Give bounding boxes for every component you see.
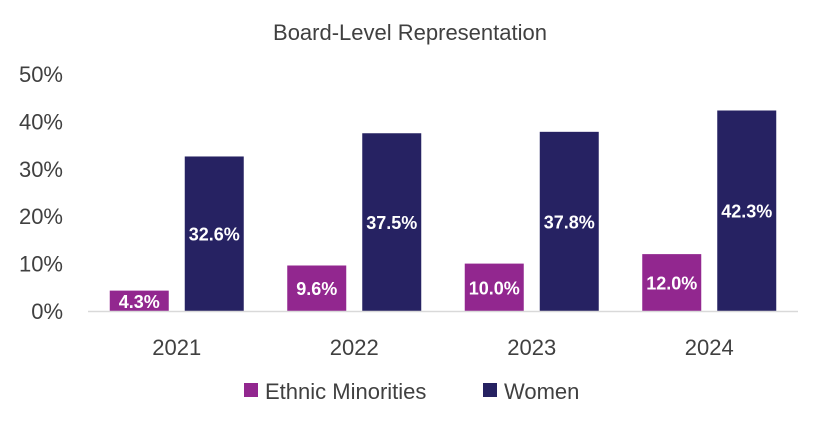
- bar-ethnic-minorities-2022: [287, 265, 347, 311]
- x-tick-label: 2023: [507, 335, 556, 360]
- y-tick-label: 10%: [19, 252, 63, 277]
- y-tick-label: 50%: [19, 62, 63, 87]
- bar-ethnic-minorities-2021: [109, 290, 169, 311]
- chart-title: Board-Level Representation: [273, 20, 547, 45]
- data-label: 32.6%: [189, 225, 240, 245]
- y-tick-label: 40%: [19, 109, 63, 134]
- data-label: 4.3%: [119, 292, 160, 312]
- bar-ethnic-minorities-2023: [464, 263, 524, 311]
- legend-swatch: [244, 383, 258, 397]
- data-label: 37.5%: [366, 213, 417, 233]
- data-label: 12.0%: [646, 274, 697, 294]
- x-tick-label: 2022: [330, 335, 379, 360]
- data-label: 9.6%: [296, 279, 337, 299]
- legend-label: Women: [504, 379, 579, 404]
- bar-ethnic-minorities-2024: [642, 254, 702, 311]
- data-label: 10.0%: [469, 278, 520, 298]
- x-tick-label: 2021: [152, 335, 201, 360]
- legend-label: Ethnic Minorities: [265, 379, 426, 404]
- bar-women-2022: [362, 133, 422, 311]
- y-tick-label: 20%: [19, 204, 63, 229]
- y-tick-label: 0%: [31, 299, 63, 324]
- x-axis: 2021 2022 2023 2024: [152, 335, 733, 360]
- y-tick-label: 30%: [19, 157, 63, 182]
- data-label: 42.3%: [721, 202, 772, 222]
- x-tick-label: 2024: [685, 335, 734, 360]
- legend: Ethnic Minorities Women: [244, 379, 579, 404]
- legend-swatch: [483, 383, 497, 397]
- bar-women-2023: [539, 131, 599, 311]
- data-label: 37.8%: [544, 212, 595, 232]
- bars-group: 4.3% 32.6% 9.6% 37.5% 10.0% 37.8% 12.0% 42.3%: [109, 110, 777, 312]
- bar-women-2021: [184, 156, 244, 311]
- bar-women-2024: [717, 110, 777, 311]
- y-axis: 0% 10% 20% 30% 40% 50%: [19, 62, 63, 324]
